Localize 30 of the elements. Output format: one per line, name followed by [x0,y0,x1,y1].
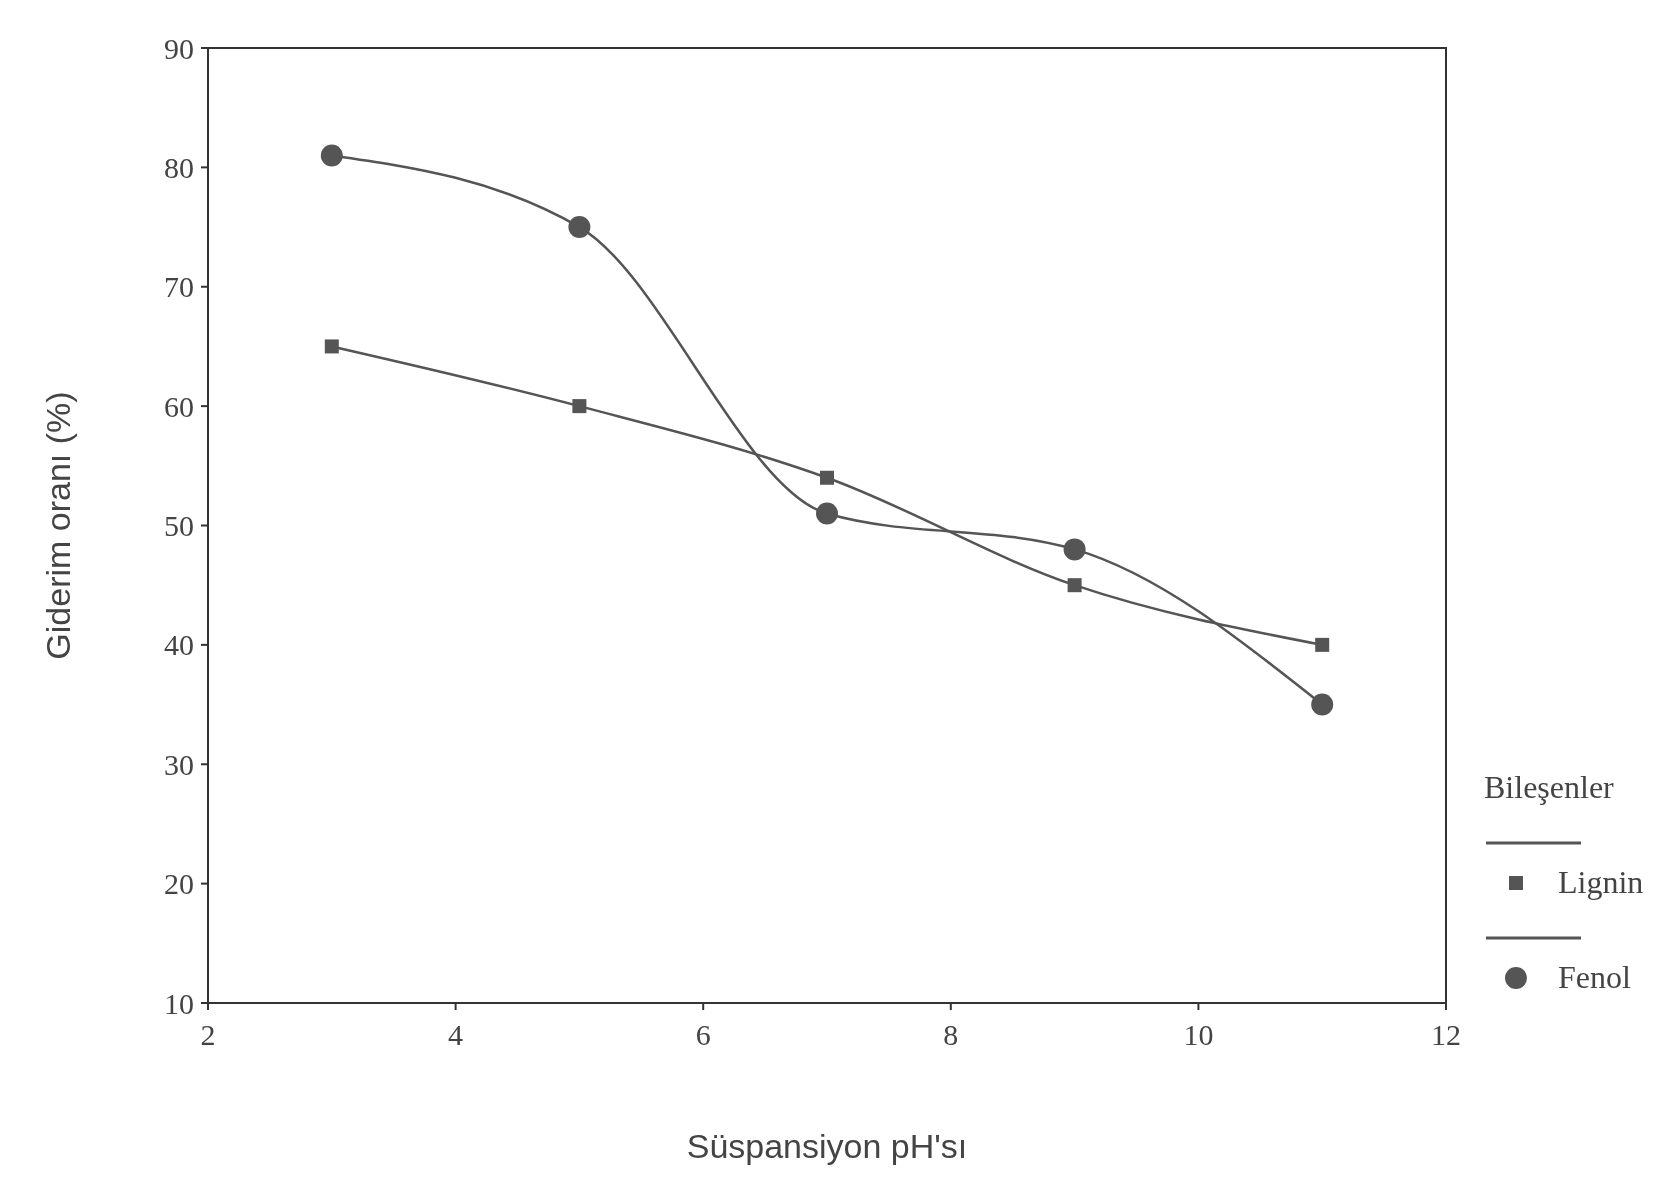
legend-label: Fenol [1558,959,1631,995]
point [568,216,591,239]
y-tick-label: 90 [164,31,194,65]
point [1067,578,1082,593]
x-tick-label: 12 [1431,1018,1461,1051]
point [572,399,587,414]
y-tick-label: 80 [164,150,194,184]
y-tick-label: 60 [164,389,194,423]
y-tick-label: 30 [164,747,194,781]
point [1311,693,1334,716]
point [1063,538,1086,561]
point [820,470,834,485]
point [324,339,339,354]
x-tick-label: 4 [448,1018,464,1051]
x-tick-label: 10 [1183,1018,1214,1051]
y-tick-label: 20 [164,867,194,901]
x-tick-label: 8 [943,1018,959,1051]
y-tick-label: 40 [164,628,194,662]
x-axis-title: Süspansiyon pH'sı [686,1127,968,1165]
point [1315,637,1330,652]
x-tick-label: 2 [200,1018,216,1051]
y-tick-label: 70 [164,270,194,304]
y-tick-label: 10 [164,986,194,1020]
legend-title: Bileşenler [1484,769,1615,805]
point [320,144,343,167]
point [816,502,838,525]
legend-label: Lignin [1558,864,1644,900]
y-axis-title: Giderim oranı (%) [39,391,77,660]
x-tick-label: 6 [695,1018,711,1051]
y-tick-label: 50 [164,509,194,542]
